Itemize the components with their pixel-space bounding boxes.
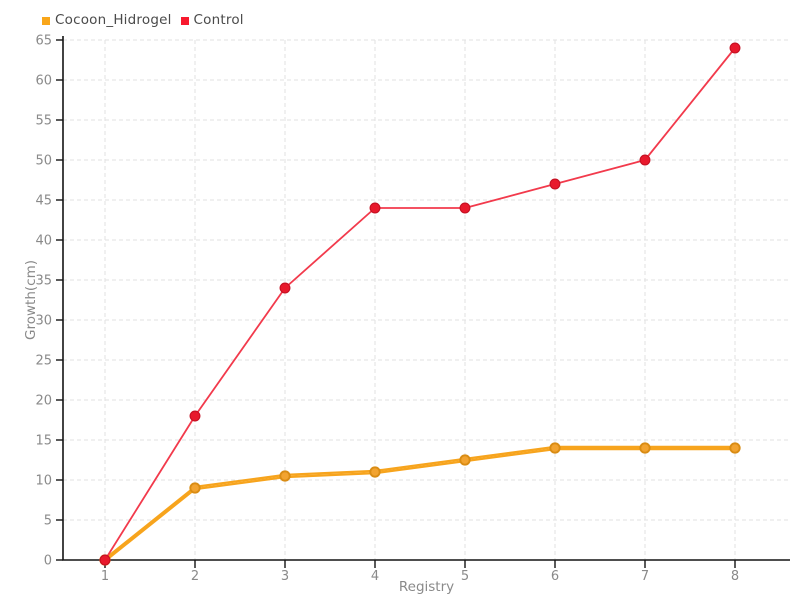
legend-label-cocoon-hidrogel: Cocoon_Hidrogel [55, 12, 172, 28]
axis-ticks [56, 39, 736, 568]
data-point-cocoon_hidrogel-x5[interactable] [459, 454, 471, 466]
data-point-control-x2[interactable] [189, 410, 201, 422]
y-tick-label: 65 [35, 34, 52, 49]
y-tick-label: 30 [35, 314, 52, 329]
legend-label-control: Control [193, 12, 244, 28]
data-point-cocoon_hidrogel-x4[interactable] [369, 466, 381, 478]
x-tick-label: 4 [371, 569, 379, 584]
y-tick-label: 25 [35, 354, 52, 369]
data-point-control-x7[interactable] [639, 154, 651, 166]
x-axis-title: Registry [399, 579, 454, 595]
data-point-cocoon_hidrogel-x6[interactable] [549, 442, 561, 454]
x-tick-label: 6 [551, 569, 559, 584]
gridlines [63, 39, 790, 560]
legend-swatch-cocoon-hidrogel [42, 17, 50, 25]
x-tick-label: 7 [641, 569, 649, 584]
legend-item-cocoon-hidrogel[interactable]: Cocoon_Hidrogel [42, 12, 172, 28]
data-point-cocoon_hidrogel-x7[interactable] [639, 442, 651, 454]
y-tick-label: 55 [35, 114, 52, 129]
y-axis-title: Growth(cm) [23, 260, 39, 340]
chart-legend: Cocoon_Hidrogel Control [42, 12, 244, 28]
x-tick-label: 5 [461, 569, 469, 584]
y-tick-label: 0 [44, 554, 52, 569]
data-point-control-x6[interactable] [549, 178, 561, 190]
y-tick-label: 35 [35, 274, 52, 289]
data-point-control-x1[interactable] [99, 554, 111, 566]
x-tick-label: 8 [731, 569, 739, 584]
series-line-control [104, 47, 736, 561]
y-tick-label: 50 [35, 154, 52, 169]
x-tick-label: 2 [191, 569, 199, 584]
data-point-control-x3[interactable] [279, 282, 291, 294]
series-control [99, 42, 741, 566]
series-line-cocoon_hidrogel [103, 445, 737, 561]
legend-item-control[interactable]: Control [180, 12, 244, 28]
data-point-cocoon_hidrogel-x2[interactable] [189, 482, 201, 494]
data-point-control-x8[interactable] [729, 42, 741, 54]
y-tick-label: 5 [44, 514, 52, 529]
y-tick-label: 60 [35, 74, 52, 89]
series-cocoon_hidrogel [99, 442, 741, 566]
y-tick-label: 40 [35, 234, 52, 249]
y-tick-label: 45 [35, 194, 52, 209]
legend-swatch-control [180, 17, 189, 25]
series-line-cocoon_hidrogel [103, 447, 737, 563]
y-tick-label: 15 [35, 434, 52, 449]
data-point-control-x4[interactable] [369, 202, 381, 214]
data-point-control-x5[interactable] [459, 202, 471, 214]
x-tick-label: 3 [281, 569, 289, 584]
y-tick-label: 10 [35, 474, 52, 489]
y-tick-label: 20 [35, 394, 52, 409]
data-point-cocoon_hidrogel-x8[interactable] [729, 442, 741, 454]
data-point-cocoon_hidrogel-x3[interactable] [279, 470, 291, 482]
x-tick-label: 1 [101, 569, 109, 584]
